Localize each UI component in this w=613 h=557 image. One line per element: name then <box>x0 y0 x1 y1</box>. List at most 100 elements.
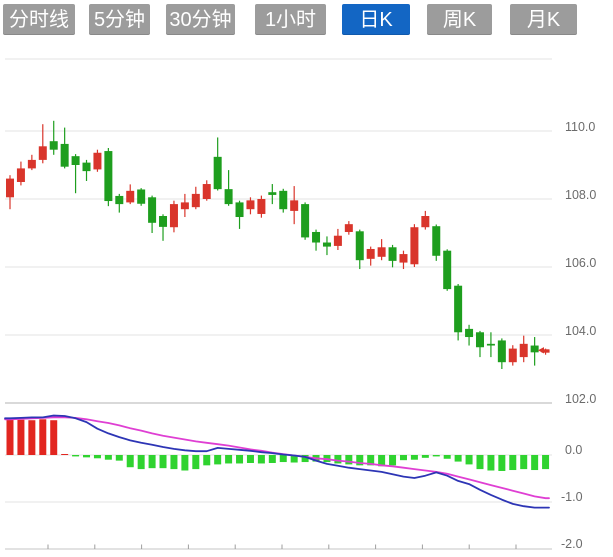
candle-body-8 <box>82 162 91 172</box>
candle-body-20 <box>213 156 222 190</box>
macd-bar-26 <box>279 455 287 463</box>
macd-bar-13 <box>137 455 145 470</box>
candle-body-9 <box>93 152 102 170</box>
macd-bar-35 <box>378 455 386 467</box>
macd-bar-31 <box>334 455 342 464</box>
candle-body-13 <box>137 189 146 204</box>
candle-body-32 <box>344 224 353 232</box>
candle-body-5 <box>49 141 58 150</box>
macd-bar-7 <box>72 455 80 457</box>
macd-bar-20 <box>214 455 222 465</box>
candle-body-38 <box>410 227 419 265</box>
macd-bar-48 <box>520 455 528 470</box>
last-price-arrow-icon <box>538 347 544 354</box>
macd-bar-34 <box>367 455 375 466</box>
candle-body-36 <box>388 247 397 261</box>
macd-bar-23 <box>246 455 254 463</box>
macd-bar-21 <box>225 455 233 464</box>
candle-body-19 <box>202 184 211 199</box>
macd-bar-9 <box>93 455 101 459</box>
macd-bar-33 <box>356 455 364 466</box>
candle-body-45 <box>486 343 495 346</box>
dif-line <box>4 414 550 509</box>
macd-tick-label: -2.0 <box>561 537 583 551</box>
macd-bar-25 <box>268 455 276 463</box>
macd-bar-11 <box>115 455 123 461</box>
macd-bar-4 <box>39 419 47 455</box>
candle-body-25 <box>268 192 277 195</box>
macd-bar-36 <box>389 455 397 466</box>
macd-bar-37 <box>399 455 407 461</box>
macd-bar-38 <box>410 455 418 460</box>
macd-bar-2 <box>17 419 25 455</box>
macd-bar-44 <box>476 455 484 470</box>
candle-body-23 <box>246 200 255 210</box>
macd-bar-17 <box>181 455 189 471</box>
price-tick-label: 102.0 <box>565 392 596 406</box>
candle-body-28 <box>301 204 310 238</box>
tab-timeline[interactable]: 分时线 <box>3 4 75 35</box>
tab-daily[interactable]: 日K <box>342 4 410 35</box>
candle-body-11 <box>115 195 124 205</box>
candle-body-33 <box>355 231 364 261</box>
candle-body-12 <box>126 190 135 203</box>
candle-body-49 <box>530 345 539 353</box>
candle-body-16 <box>169 204 178 228</box>
macd-bar-42 <box>454 455 462 462</box>
price-tick-label: 108.0 <box>565 188 596 202</box>
candle-body-43 <box>465 328 474 338</box>
tab-monthly[interactable]: 月K <box>510 4 577 35</box>
macd-bar-27 <box>290 455 298 463</box>
macd-bar-14 <box>148 455 156 469</box>
macd-bar-15 <box>159 455 167 469</box>
tab-5min[interactable]: 5分钟 <box>89 4 150 35</box>
candle-body-6 <box>60 143 69 167</box>
macd-bar-12 <box>126 455 134 468</box>
candle-body-48 <box>519 343 528 358</box>
macd-tick-label: -1.0 <box>561 490 583 504</box>
candle-body-22 <box>235 202 244 218</box>
macd-bar-47 <box>509 455 517 471</box>
macd-bar-16 <box>170 455 178 470</box>
macd-bar-41 <box>443 455 451 459</box>
macd-bar-46 <box>498 455 506 471</box>
candle-body-21 <box>224 189 233 205</box>
candle-body-3 <box>27 159 36 169</box>
tab-30min[interactable]: 30分钟 <box>166 4 235 35</box>
macd-bar-49 <box>531 455 539 471</box>
macd-bar-32 <box>345 455 353 465</box>
candle-body-10 <box>104 151 113 202</box>
candle-body-50 <box>541 350 550 353</box>
macd-bar-40 <box>432 455 440 457</box>
candle-body-14 <box>148 197 157 223</box>
macd-bar-3 <box>28 420 36 455</box>
macd-bar-10 <box>104 455 112 460</box>
candle-body-40 <box>432 226 441 256</box>
candle-body-30 <box>322 242 331 247</box>
candle-body-34 <box>366 248 375 259</box>
tab-1hour[interactable]: 1小时 <box>255 4 326 35</box>
candle-body-39 <box>421 216 430 228</box>
macd-bar-6 <box>61 454 69 455</box>
macd-bar-18 <box>192 455 200 470</box>
macd-bar-1 <box>6 419 14 455</box>
macd-bar-8 <box>83 455 91 458</box>
macd-bar-50 <box>542 455 550 470</box>
candle-body-4 <box>38 146 47 160</box>
candle-body-47 <box>508 348 517 363</box>
macd-bar-28 <box>301 455 309 463</box>
macd-bar-39 <box>421 455 429 458</box>
candle-body-17 <box>180 202 189 210</box>
candle-body-31 <box>333 235 342 246</box>
macd-tick-label: 0.0 <box>565 443 582 457</box>
candle-body-26 <box>279 190 288 210</box>
candle-body-24 <box>257 199 266 214</box>
price-tick-label: 106.0 <box>565 256 596 270</box>
candle-body-27 <box>290 200 299 211</box>
macd-bar-5 <box>50 420 58 455</box>
candle-body-15 <box>159 216 168 227</box>
tab-weekly[interactable]: 周K <box>427 4 492 35</box>
candle-body-35 <box>377 247 386 257</box>
